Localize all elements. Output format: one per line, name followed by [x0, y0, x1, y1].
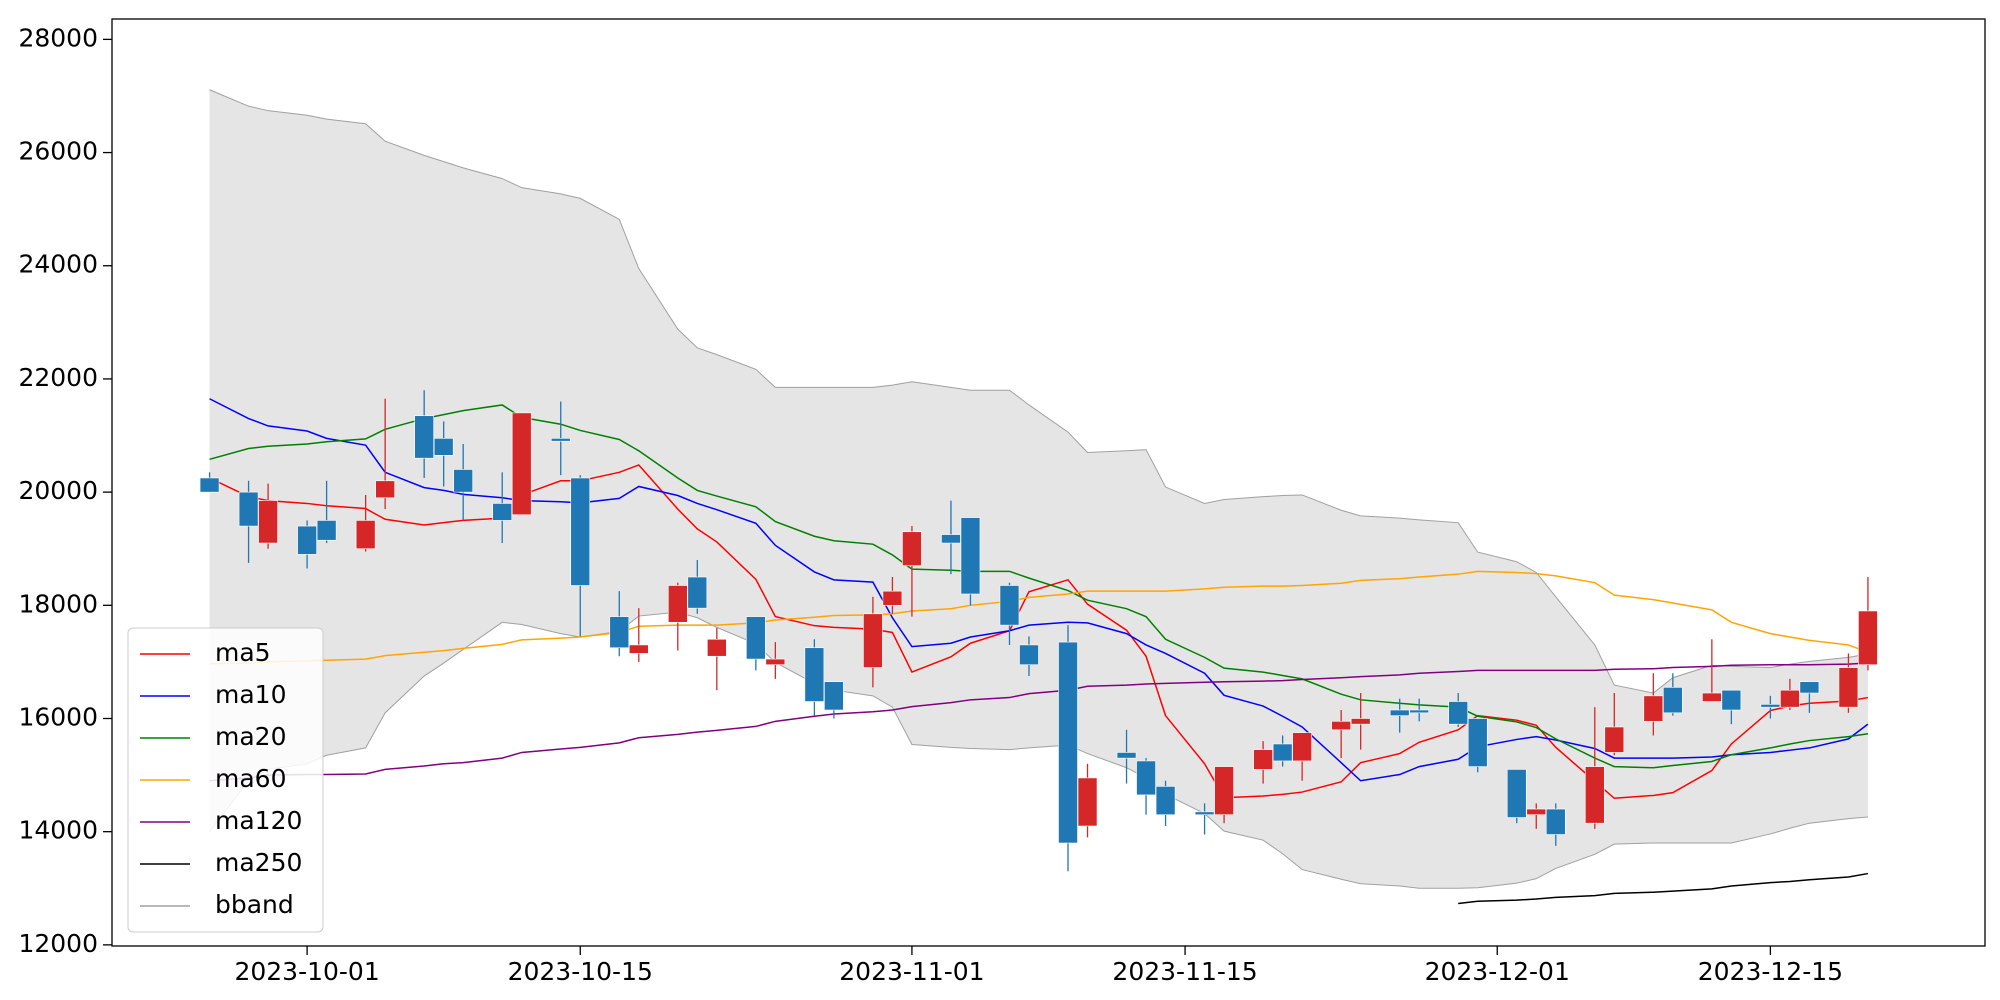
candle-body: [511, 412, 532, 516]
y-tick-label: 18000: [18, 589, 98, 618]
candle-body: [199, 477, 220, 493]
candle-body: [1604, 726, 1625, 753]
candle-body: [1155, 786, 1176, 816]
candle-body: [1058, 641, 1078, 844]
candle-body: [1214, 766, 1234, 816]
ma-line: [1458, 872, 1869, 905]
candle-body: [453, 469, 473, 493]
candle-body: [1350, 718, 1371, 725]
x-tick-label: 2023-10-01: [234, 957, 379, 986]
candle-body: [1780, 689, 1800, 708]
legend-label: ma60: [215, 764, 286, 793]
candle-body: [1136, 760, 1156, 796]
candle-body: [1760, 704, 1781, 708]
band-lower-line: [209, 611, 1868, 889]
candle-body: [765, 658, 786, 666]
candle-body: [1643, 695, 1664, 722]
candle-body: [1663, 687, 1683, 714]
x-tick-label: 2023-12-01: [1425, 957, 1570, 986]
legend-label: ma120: [215, 806, 302, 835]
candle-body: [746, 616, 766, 660]
candle-body: [375, 480, 395, 499]
candle-body: [316, 520, 337, 541]
candle-body: [1292, 732, 1312, 762]
candle-body: [1467, 718, 1488, 767]
ma-line: [209, 404, 1869, 769]
candle-body: [1506, 769, 1527, 818]
x-tick-label: 2023-11-01: [839, 957, 984, 986]
y-tick-label: 24000: [18, 250, 98, 279]
candle-body: [355, 520, 376, 550]
candle-body: [668, 585, 688, 623]
x-tick-label: 2023-12-15: [1698, 957, 1843, 986]
candle-body: [1858, 610, 1878, 666]
candle-body: [882, 590, 903, 606]
candle-body: [609, 616, 630, 649]
candle-body: [297, 525, 317, 555]
candle-body: [628, 644, 649, 654]
candle-body: [960, 517, 981, 595]
candle-body: [1194, 811, 1215, 816]
candle-body: [433, 438, 454, 456]
candle-body: [1409, 709, 1429, 714]
y-tick-label: 16000: [18, 702, 98, 731]
candle-body: [1253, 749, 1273, 770]
candle-body: [707, 638, 727, 657]
candle-body: [1584, 766, 1605, 824]
legend-box: [127, 627, 324, 933]
candle-body: [1116, 752, 1137, 759]
plot-frame: [111, 18, 1986, 947]
ma-line: [209, 398, 1869, 782]
y-tick-label: 12000: [18, 929, 98, 958]
candle-body: [414, 415, 434, 459]
candle-body: [1448, 701, 1469, 725]
legend-label: ma250: [215, 848, 302, 877]
candle-body: [1389, 709, 1410, 716]
ma-line: [209, 662, 1868, 782]
ma-line: [209, 570, 1869, 665]
candle-body: [1702, 692, 1722, 702]
candle-body: [687, 576, 708, 609]
candle-body: [999, 585, 1020, 626]
candle-body: [824, 681, 844, 711]
legend-label: ma10: [215, 680, 286, 709]
legend-label: ma20: [215, 722, 286, 751]
band-upper-line: [209, 89, 1869, 694]
legend: ma5 ma10 ma20 ma60 ma120 ma250 bband: [127, 627, 324, 933]
candle-body: [1526, 808, 1547, 816]
candle-body: [1272, 743, 1293, 762]
y-tick-label: 22000: [18, 363, 98, 392]
y-tick-label: 14000: [18, 816, 98, 845]
candle-body: [550, 438, 571, 442]
y-tick-label: 20000: [18, 476, 98, 505]
candle-body: [941, 534, 961, 544]
legend-label: bband: [215, 890, 294, 919]
candle-body: [1721, 689, 1742, 711]
candle-body: [1799, 681, 1820, 694]
y-tick-label: 28000: [18, 23, 98, 52]
candle-body: [1545, 808, 1566, 835]
candle-body: [804, 647, 825, 702]
candle-body: [1331, 721, 1351, 731]
candle-body: [258, 500, 278, 544]
candle-body: [1077, 777, 1098, 827]
candle-body: [1838, 667, 1859, 708]
candle-body: [570, 477, 591, 586]
y-tick-label: 26000: [18, 137, 98, 166]
candle-body: [902, 531, 922, 566]
candle-body: [492, 503, 513, 521]
band-area: [209, 89, 1868, 889]
x-tick-label: 2023-11-15: [1112, 957, 1257, 986]
candle-body: [863, 613, 883, 668]
legend-label: ma5: [215, 638, 271, 667]
candle-body: [238, 491, 259, 527]
candle-body: [1019, 644, 1039, 666]
x-tick-label: 2023-10-15: [508, 957, 653, 986]
